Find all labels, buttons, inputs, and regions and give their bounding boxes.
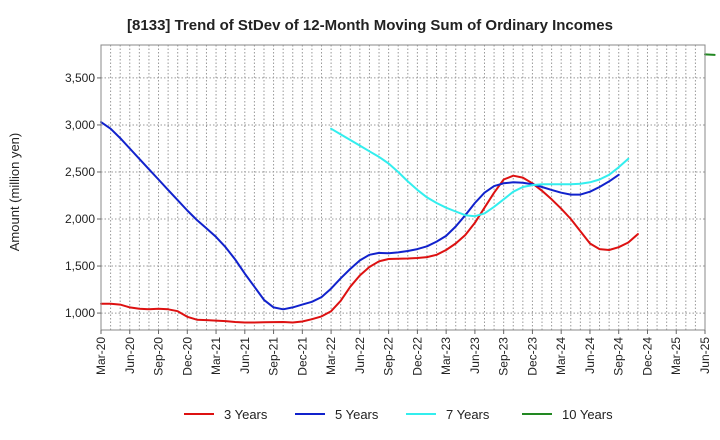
x-tick-label: Mar-22 bbox=[324, 337, 338, 375]
x-tick-label: Mar-21 bbox=[209, 337, 223, 375]
x-tick-label: Mar-25 bbox=[669, 337, 683, 375]
x-tick-label: Jun-23 bbox=[468, 337, 482, 374]
legend-label: 5 Years bbox=[335, 407, 379, 422]
x-tick-label: Mar-23 bbox=[439, 337, 453, 375]
x-tick-label: Jun-20 bbox=[123, 337, 137, 374]
x-tick-label: Sep-23 bbox=[497, 337, 511, 376]
series-lines bbox=[100, 53, 716, 324]
legend-label: 7 Years bbox=[446, 407, 490, 422]
x-axis-ticks: Mar-20 Jun-20 Sep-20 Dec-20 Mar-21 Jun-21 Sep-… bbox=[94, 330, 712, 376]
plot-area-border bbox=[100, 44, 706, 331]
x-tick-label: Dec-23 bbox=[525, 337, 539, 376]
y-axis-ticks: 1,000 1,500 2,000 2,500 3,000 3,500 bbox=[65, 71, 101, 320]
series-line-10-years bbox=[704, 53, 716, 56]
x-tick-label: Dec-24 bbox=[640, 337, 654, 376]
y-tick-label: 2,000 bbox=[65, 212, 95, 226]
grid-lines bbox=[101, 45, 705, 330]
legend-label: 3 Years bbox=[224, 407, 268, 422]
series-line-3-years bbox=[100, 174, 639, 324]
x-tick-label: Dec-22 bbox=[410, 337, 424, 376]
x-tick-label: Dec-21 bbox=[295, 337, 309, 376]
x-tick-label: Jun-21 bbox=[238, 337, 252, 374]
x-tick-label: Jun-25 bbox=[698, 337, 712, 374]
x-tick-label: Jun-22 bbox=[353, 337, 367, 374]
legend-label: 10 Years bbox=[562, 407, 613, 422]
chart-title: [8133] Trend of StDev of 12-Month Moving… bbox=[127, 17, 613, 34]
x-tick-label: Sep-20 bbox=[152, 337, 166, 376]
y-tick-label: 1,500 bbox=[65, 259, 95, 273]
y-axis-label: Amount (million yen) bbox=[7, 133, 22, 252]
x-tick-label: Mar-20 bbox=[94, 337, 108, 375]
x-tick-label: Jun-24 bbox=[583, 337, 597, 374]
legend: 3 Years 5 Years 7 Years 10 Years bbox=[184, 407, 613, 422]
x-tick-label: Sep-22 bbox=[382, 337, 396, 376]
x-tick-label: Sep-21 bbox=[267, 337, 281, 376]
y-tick-label: 1,000 bbox=[65, 306, 95, 320]
x-tick-label: Sep-24 bbox=[612, 337, 626, 376]
x-tick-label: Dec-20 bbox=[180, 337, 194, 376]
series-line-7-years bbox=[330, 127, 630, 218]
y-tick-label: 2,500 bbox=[65, 165, 95, 179]
y-tick-label: 3,500 bbox=[65, 71, 95, 85]
x-tick-label: Mar-24 bbox=[554, 337, 568, 375]
y-tick-label: 3,000 bbox=[65, 118, 95, 132]
